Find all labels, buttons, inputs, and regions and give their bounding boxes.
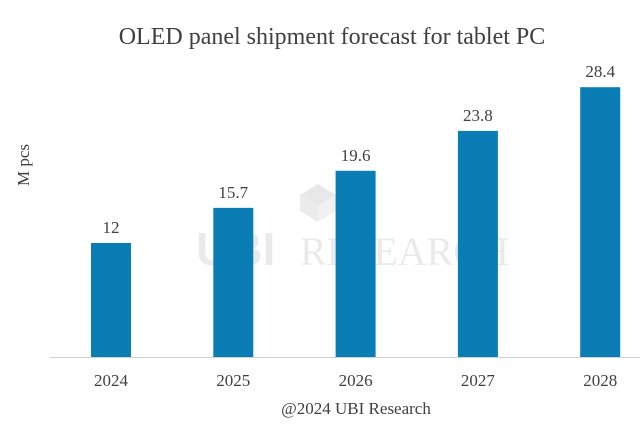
data-label-2027: 23.8	[463, 106, 493, 125]
bar-2025	[213, 207, 254, 357]
data-label-2025: 15.7	[218, 183, 248, 202]
data-label-2026: 19.6	[341, 146, 371, 165]
y-axis-label: M pcs	[14, 144, 33, 186]
bar-2024	[91, 243, 131, 357]
bar-2028	[580, 87, 621, 357]
data-label-2024: 12	[103, 218, 120, 237]
x-tick-label-2024: 2024	[94, 371, 129, 390]
x-tick-label-2027: 2027	[461, 371, 496, 390]
bar-2027	[457, 130, 498, 357]
data-label-2028: 28.4	[585, 62, 615, 81]
chart-title: OLED panel shipment forecast for tablet …	[119, 24, 546, 50]
x-axis-label: @2024 UBI Research	[281, 399, 431, 418]
x-tick-label-2026: 2026	[339, 371, 373, 390]
x-tick-label-2028: 2028	[583, 371, 617, 390]
x-tick-label-2025: 2025	[216, 371, 250, 390]
bar-2026	[335, 170, 376, 357]
